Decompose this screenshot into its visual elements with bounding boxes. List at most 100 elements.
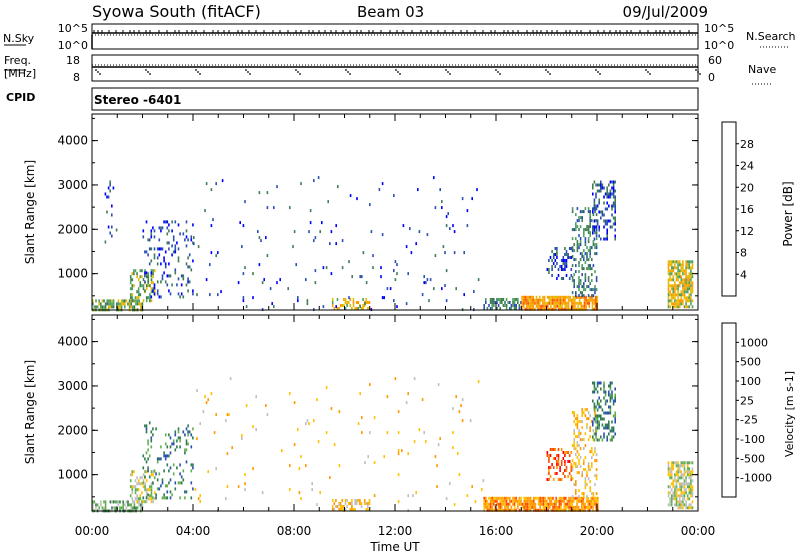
data-cell — [546, 454, 549, 457]
data-cell — [298, 491, 301, 495]
data-cell — [581, 411, 583, 415]
data-cell — [360, 502, 363, 505]
data-cell — [513, 307, 516, 310]
data-cell — [488, 508, 490, 512]
data-cell — [682, 260, 684, 264]
data-cell — [142, 466, 145, 470]
data-cell — [690, 479, 692, 483]
data-cell — [594, 459, 596, 463]
data-cell — [527, 304, 530, 308]
data-cell — [245, 404, 248, 408]
data-cell — [596, 420, 599, 424]
data-cell — [685, 299, 687, 303]
nsky-panel: N.Sky 10^5 10^0 10^5 10^0 N.Search — [3, 22, 796, 52]
data-cell — [357, 301, 360, 304]
data-cell — [592, 505, 594, 509]
data-cell — [690, 503, 692, 507]
data-cell — [131, 272, 134, 276]
data-cell — [576, 496, 578, 500]
data-cell — [584, 477, 587, 481]
data-cell — [124, 299, 126, 303]
data-cell — [190, 463, 193, 467]
data-cell — [672, 278, 675, 282]
data-cell — [92, 506, 94, 510]
data-cell — [111, 506, 113, 510]
data-cell — [185, 229, 188, 233]
data-cell — [182, 232, 185, 236]
data-cell — [601, 210, 604, 214]
colorbar-tick-label: -1000 — [740, 472, 772, 485]
data-cell — [560, 277, 563, 280]
data-cell — [174, 220, 177, 224]
data-cell — [534, 496, 537, 500]
data-cell — [581, 294, 583, 298]
data-cell — [598, 189, 600, 193]
data-cell — [394, 377, 397, 381]
data-cell — [606, 231, 608, 235]
data-cell — [163, 469, 165, 473]
data-cell — [596, 183, 599, 187]
data-cell — [583, 255, 585, 259]
data-cell — [504, 508, 506, 512]
data-cell — [573, 228, 575, 232]
data-cell — [316, 398, 318, 402]
data-cell — [683, 284, 686, 288]
data-cell — [362, 251, 365, 255]
data-cell — [300, 497, 302, 501]
data-cell — [594, 295, 597, 299]
data-cell — [501, 496, 503, 500]
data-cell — [594, 301, 597, 305]
data-cell — [578, 301, 581, 305]
data-cell — [150, 269, 153, 273]
data-cell — [145, 271, 148, 275]
data-cell — [570, 274, 573, 277]
data-cell — [667, 494, 670, 498]
data-cell — [499, 298, 501, 301]
data-cell — [595, 405, 597, 409]
data-cell — [529, 304, 531, 308]
data-cell — [587, 502, 589, 506]
data-cell — [603, 381, 605, 385]
data-cell — [578, 295, 581, 299]
data-cell — [226, 485, 229, 489]
data-cell — [333, 508, 336, 511]
data-cell — [678, 284, 681, 288]
data-cell — [163, 493, 165, 497]
data-cell — [393, 299, 395, 303]
data-cell — [680, 275, 683, 279]
data-cell — [557, 448, 560, 451]
data-cell — [449, 482, 451, 486]
data-cell — [418, 230, 421, 234]
data-cell — [305, 464, 307, 468]
data-cell — [586, 495, 588, 499]
data-cell — [598, 426, 600, 430]
data-cell — [466, 209, 469, 213]
data-cell — [437, 443, 440, 447]
data-cell — [524, 298, 527, 302]
data-cell — [578, 294, 580, 298]
data-cell — [612, 429, 615, 433]
data-cell — [569, 295, 571, 299]
data-cell — [174, 271, 177, 275]
data-cell — [509, 301, 511, 304]
data-cell — [595, 426, 597, 430]
data-cell — [670, 260, 673, 264]
data-cell — [586, 255, 588, 259]
data-cell — [609, 219, 612, 223]
data-cell — [577, 304, 579, 308]
data-cell — [520, 499, 522, 503]
data-cell — [576, 435, 579, 439]
data-cell — [344, 298, 347, 301]
data-cell — [533, 505, 535, 509]
data-cell — [434, 206, 437, 210]
data-cell — [571, 246, 574, 250]
data-cell — [677, 269, 679, 273]
data-cell — [691, 500, 694, 504]
data-cell — [190, 481, 193, 485]
data-cell — [553, 499, 556, 503]
nave-dot — [595, 69, 597, 71]
data-cell — [672, 260, 675, 264]
data-cell — [667, 281, 670, 285]
data-cell — [185, 427, 188, 431]
data-cell — [145, 491, 148, 495]
